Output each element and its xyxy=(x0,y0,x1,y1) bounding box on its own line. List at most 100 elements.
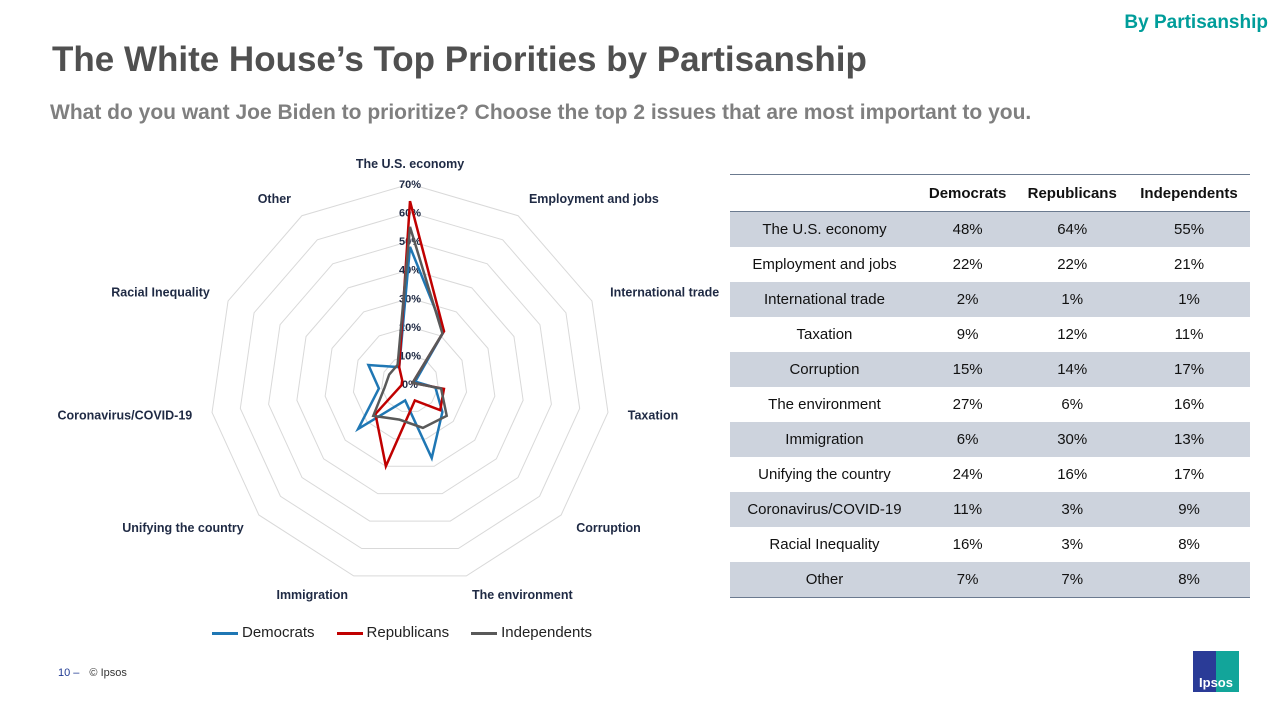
column-header xyxy=(730,174,919,212)
column-header: Democrats xyxy=(918,174,1017,212)
table-cell: 6% xyxy=(1061,396,1084,413)
table-cell: 16% xyxy=(1057,466,1088,483)
table-row: Immigration 6% 30% 13% xyxy=(730,422,1250,457)
legend-label: Democrats xyxy=(242,624,315,641)
table-cell: 15% xyxy=(918,352,1017,387)
legend-swatch xyxy=(471,631,498,635)
table-row: Coronavirus/COVID-19 11% 3% 9% xyxy=(730,492,1250,527)
table-cell: 11% xyxy=(918,492,1017,527)
grid-ring xyxy=(211,183,609,577)
section-tag: By Partisanship xyxy=(1124,12,1268,33)
table-cell: Coronavirus/COVID-19 xyxy=(730,492,919,527)
legend-swatch xyxy=(336,631,363,635)
table-cell: 1% xyxy=(1128,282,1250,317)
table-cell: 22% xyxy=(952,256,983,273)
grid-ring xyxy=(268,240,552,522)
axis-label: The environment xyxy=(472,588,574,602)
table-cell: 1% xyxy=(1016,282,1129,317)
chart-legend: Democrats Republicans Independents xyxy=(212,624,592,641)
table-cell: 3% xyxy=(1016,492,1129,527)
table-cell: 6% xyxy=(918,422,1017,457)
table-cell: The U.S. economy xyxy=(730,211,919,247)
table-cell: 64% xyxy=(1016,211,1129,247)
legend-label: Independents xyxy=(501,624,593,641)
table-row: International trade 2% 1% 1% xyxy=(730,282,1250,317)
axis-label: Unifying the country xyxy=(122,521,244,535)
legend-item: Democrats xyxy=(212,624,315,641)
grid-ring xyxy=(239,212,581,549)
copyright: © Ipsos xyxy=(89,667,127,679)
axis-label: Other xyxy=(258,192,291,206)
table-cell: 21% xyxy=(1174,256,1205,273)
axis-label: Employment and jobs xyxy=(529,192,659,206)
page-title: The White House’s Top Priorities by Part… xyxy=(52,40,867,79)
series-line-democrats xyxy=(355,246,446,462)
column-header: Independents xyxy=(1128,174,1250,212)
grid-ring xyxy=(352,326,468,440)
data-table: Democrats Republicans Independents The U.S… xyxy=(730,174,1250,598)
column-header: Republicans xyxy=(1016,174,1129,212)
legend-swatch xyxy=(212,631,238,635)
table-cell: 9% xyxy=(1128,492,1250,527)
table-cell: Employment and jobs xyxy=(752,256,897,273)
table-row: Unifying the country 24% 16% 17% xyxy=(730,457,1250,492)
table-cell: 22% xyxy=(1057,256,1088,273)
tick-label: 10% xyxy=(399,350,421,362)
table-cell: 8% xyxy=(1178,536,1200,553)
series-line-independents xyxy=(371,226,449,430)
table-cell: Racial Inequality xyxy=(769,536,880,553)
legend-item: Republicans xyxy=(336,624,450,641)
table-cell: Immigration xyxy=(730,422,919,457)
legend-label: Republicans xyxy=(366,624,450,641)
radar-chart: The U.S. economy Employment and jobs Inter… xyxy=(57,157,719,602)
table-cell: 11% xyxy=(1174,326,1204,343)
table-cell: 12% xyxy=(1057,326,1088,343)
table-cell: 7% xyxy=(918,562,1017,598)
table-cell: 16% xyxy=(1174,396,1205,413)
axis-label: Racial Inequality xyxy=(111,286,210,300)
table-row: Other 7% 7% 8% xyxy=(730,562,1250,598)
table-cell: 14% xyxy=(1016,352,1129,387)
table-row: Corruption 15% 14% 17% xyxy=(730,352,1250,387)
axis-label: Taxation xyxy=(628,408,678,422)
table-row: The environment 27% 6% 16% xyxy=(730,387,1250,422)
table-cell: 30% xyxy=(1016,422,1129,457)
footer: 10 – © Ipsos xyxy=(58,667,127,679)
ipsos-logo: Ipsos xyxy=(1193,651,1239,692)
tick-label: 70% xyxy=(399,179,421,191)
axis-label: International trade xyxy=(610,286,719,300)
table-cell: 27% xyxy=(952,396,983,413)
table-cell: 24% xyxy=(952,466,983,483)
axis-label: Immigration xyxy=(276,588,348,602)
table-cell: 16% xyxy=(952,536,983,553)
page-number: 10 – xyxy=(58,667,80,679)
table-cell: Taxation xyxy=(796,326,853,343)
table-cell: 2% xyxy=(918,282,1017,317)
table-cell: 17% xyxy=(1174,466,1205,483)
tick-label: 20% xyxy=(399,322,421,334)
table-cell: 9% xyxy=(956,326,979,343)
table-cell: 48% xyxy=(918,211,1017,247)
grid-ring xyxy=(324,297,496,467)
table-cell: 55% xyxy=(1128,211,1250,247)
table-cell: 7% xyxy=(1016,562,1129,598)
table-cell: Other xyxy=(730,562,919,598)
axis-label: The U.S. economy xyxy=(356,157,464,171)
table-cell: 13% xyxy=(1128,422,1250,457)
table-row: Racial Inequality 16% 3% 8% xyxy=(730,527,1250,562)
table-row: The U.S. economy 48% 64% 55% xyxy=(730,211,1250,247)
table-row: Employment and jobs 22% 22% 21% xyxy=(730,247,1250,282)
table-cell: Unifying the country xyxy=(758,466,891,483)
axis-label: Coronavirus/COVID-19 xyxy=(57,408,192,422)
table-cell: 3% xyxy=(1061,536,1084,553)
table-cell: International trade xyxy=(730,282,919,317)
table-row: Taxation 9% 12% 11% xyxy=(730,317,1250,352)
axis-label: Corruption xyxy=(576,521,641,535)
table-cell: The environment xyxy=(768,396,881,413)
legend-item: Independents xyxy=(471,624,592,641)
table-cell: 8% xyxy=(1128,562,1250,598)
table-cell: Corruption xyxy=(730,352,919,387)
page-subtitle: What do you want Joe Biden to prioritize… xyxy=(50,101,1032,124)
table-cell: 17% xyxy=(1128,352,1250,387)
grid-ring xyxy=(296,269,524,495)
